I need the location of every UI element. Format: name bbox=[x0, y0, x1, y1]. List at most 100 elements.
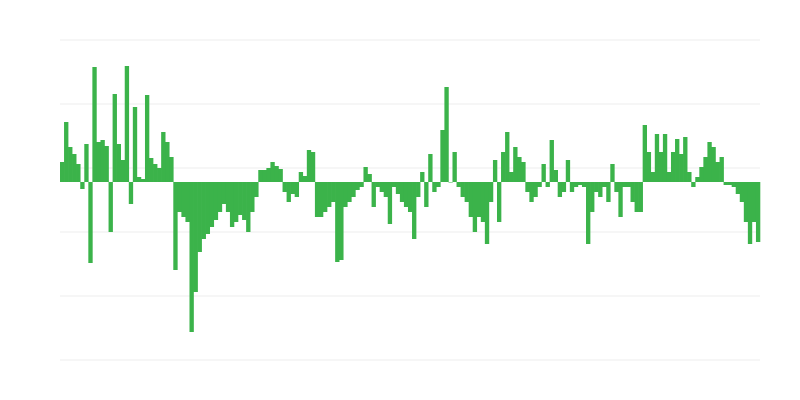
bar bbox=[598, 182, 603, 197]
bar bbox=[68, 147, 73, 182]
bar bbox=[488, 182, 494, 202]
bar bbox=[747, 182, 753, 244]
bar bbox=[675, 139, 680, 182]
bar bbox=[314, 182, 320, 217]
bar bbox=[323, 182, 328, 212]
bar bbox=[707, 142, 712, 182]
bar bbox=[395, 182, 401, 194]
bar bbox=[618, 182, 623, 217]
bar bbox=[695, 177, 700, 182]
bar bbox=[238, 182, 243, 215]
bars bbox=[60, 66, 761, 332]
bar bbox=[391, 182, 397, 187]
bar bbox=[104, 146, 109, 182]
bar bbox=[602, 182, 607, 187]
bar bbox=[513, 147, 518, 182]
bar bbox=[505, 132, 510, 182]
bar bbox=[577, 182, 583, 185]
bar bbox=[517, 157, 522, 182]
bar bbox=[310, 152, 316, 182]
bar bbox=[262, 170, 267, 182]
bar bbox=[590, 182, 595, 212]
bar bbox=[343, 182, 348, 207]
bar bbox=[60, 162, 65, 182]
bar bbox=[355, 182, 360, 190]
bar bbox=[650, 172, 656, 182]
bar bbox=[177, 182, 182, 212]
bar bbox=[136, 177, 142, 182]
bar bbox=[484, 182, 490, 244]
bar bbox=[161, 132, 166, 182]
bar bbox=[679, 154, 684, 182]
bar bbox=[509, 172, 514, 182]
bar bbox=[64, 122, 69, 182]
bar bbox=[375, 182, 380, 187]
bar bbox=[327, 182, 332, 207]
bar bbox=[185, 182, 190, 222]
bar bbox=[444, 87, 449, 182]
bar bbox=[306, 150, 312, 182]
bar bbox=[403, 182, 409, 207]
bar bbox=[108, 182, 113, 232]
bar bbox=[464, 182, 469, 202]
bar bbox=[100, 140, 105, 182]
bar bbox=[193, 182, 198, 292]
bar bbox=[723, 182, 728, 185]
bar bbox=[140, 179, 146, 182]
bar bbox=[153, 164, 158, 182]
bar bbox=[715, 162, 720, 182]
bar bbox=[456, 182, 461, 187]
bar bbox=[614, 182, 619, 192]
bar bbox=[169, 157, 174, 182]
bar bbox=[735, 182, 741, 194]
bar bbox=[561, 182, 567, 192]
bar bbox=[670, 152, 676, 182]
bar bbox=[173, 182, 178, 270]
bar bbox=[225, 182, 231, 212]
bar bbox=[492, 160, 498, 182]
bar bbox=[622, 182, 627, 187]
bar bbox=[472, 182, 478, 232]
bar bbox=[367, 174, 372, 182]
bar bbox=[205, 182, 211, 234]
bar bbox=[132, 107, 138, 182]
bar bbox=[501, 152, 506, 182]
bar bbox=[565, 160, 571, 182]
bar bbox=[399, 182, 405, 202]
bar bbox=[157, 168, 162, 182]
bar bbox=[201, 182, 206, 239]
bar bbox=[553, 170, 558, 182]
bar bbox=[755, 182, 761, 242]
bar bbox=[642, 125, 648, 182]
bar bbox=[549, 140, 554, 182]
bar bbox=[525, 182, 530, 192]
bar bbox=[278, 169, 283, 182]
bar bbox=[436, 182, 441, 187]
bar bbox=[537, 182, 542, 187]
bar bbox=[233, 182, 239, 222]
bar bbox=[424, 182, 429, 207]
bar bbox=[242, 182, 247, 220]
bar bbox=[557, 182, 563, 197]
bar bbox=[213, 182, 219, 220]
bar bbox=[144, 95, 150, 182]
bar bbox=[743, 182, 749, 222]
bar bbox=[221, 182, 227, 204]
bar bbox=[88, 182, 93, 263]
bar bbox=[250, 182, 255, 212]
bar bbox=[699, 167, 704, 182]
bar bbox=[197, 182, 202, 252]
bar bbox=[719, 157, 724, 182]
bar bbox=[541, 164, 546, 182]
bar bbox=[282, 182, 287, 192]
bar bbox=[383, 182, 389, 197]
bar bbox=[298, 172, 304, 182]
bar bbox=[72, 154, 77, 182]
bar bbox=[412, 182, 417, 239]
bar bbox=[128, 182, 134, 204]
bar bbox=[84, 144, 89, 182]
bar bbox=[646, 152, 652, 182]
bar bbox=[363, 167, 368, 182]
bar bbox=[662, 134, 668, 182]
bar bbox=[116, 144, 121, 182]
